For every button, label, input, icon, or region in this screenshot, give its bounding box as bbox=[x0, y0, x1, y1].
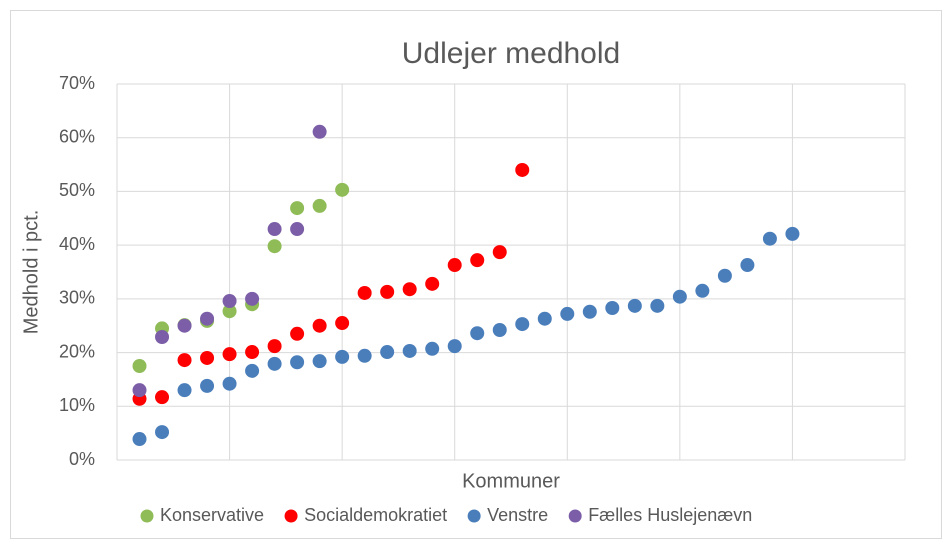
point bbox=[627, 298, 642, 313]
point bbox=[425, 276, 440, 291]
point bbox=[177, 383, 192, 398]
point bbox=[200, 311, 215, 326]
point bbox=[357, 285, 372, 300]
point bbox=[717, 268, 732, 283]
point bbox=[267, 239, 282, 254]
point bbox=[785, 226, 800, 241]
point bbox=[335, 182, 350, 197]
point bbox=[222, 376, 237, 391]
point bbox=[762, 231, 777, 246]
y-tick-label: 30% bbox=[59, 288, 95, 308]
x-axis-title: Kommuner bbox=[462, 470, 560, 492]
point bbox=[312, 198, 327, 213]
legend-label: Venstre bbox=[487, 505, 548, 525]
point bbox=[177, 318, 192, 333]
point bbox=[740, 258, 755, 273]
legend-marker bbox=[467, 509, 481, 523]
legend-marker bbox=[140, 509, 154, 523]
point bbox=[290, 326, 305, 341]
point bbox=[470, 326, 485, 341]
point bbox=[425, 341, 440, 356]
y-tick-label: 0% bbox=[69, 449, 95, 469]
point bbox=[290, 201, 305, 216]
point bbox=[267, 339, 282, 354]
point bbox=[132, 359, 147, 373]
point bbox=[380, 345, 395, 360]
point bbox=[312, 124, 327, 139]
point bbox=[650, 298, 665, 313]
legend-marker bbox=[568, 509, 582, 523]
point bbox=[290, 355, 305, 370]
point bbox=[537, 311, 552, 326]
point bbox=[200, 378, 215, 393]
legend-marker bbox=[284, 509, 298, 523]
point bbox=[312, 318, 327, 333]
point bbox=[380, 284, 395, 299]
chart-border bbox=[10, 10, 942, 539]
point bbox=[222, 304, 237, 319]
point bbox=[245, 291, 260, 306]
point bbox=[200, 350, 215, 365]
legend-label: Konservative bbox=[160, 505, 264, 525]
point bbox=[515, 317, 530, 332]
point bbox=[177, 353, 192, 368]
point bbox=[222, 347, 237, 362]
legend-label: Socialdemokratiet bbox=[304, 505, 447, 525]
point bbox=[672, 289, 687, 304]
point bbox=[560, 306, 575, 321]
point bbox=[245, 363, 260, 378]
point bbox=[155, 329, 170, 344]
chart-title: Udlejer medhold bbox=[402, 37, 620, 70]
point bbox=[402, 343, 417, 358]
y-tick-label: 40% bbox=[59, 234, 95, 254]
point bbox=[492, 245, 507, 260]
point bbox=[155, 425, 170, 440]
point bbox=[312, 354, 327, 369]
legend-label: Fælles Huslejenævn bbox=[588, 505, 752, 525]
point bbox=[402, 282, 417, 297]
point bbox=[492, 323, 507, 338]
y-axis-title: Medhold i pct. bbox=[20, 210, 42, 335]
point bbox=[132, 432, 147, 447]
y-tick-label: 10% bbox=[59, 395, 95, 415]
y-tick-label: 50% bbox=[59, 180, 95, 200]
y-tick-label: 70% bbox=[59, 73, 95, 93]
point bbox=[582, 304, 597, 319]
point bbox=[447, 258, 462, 273]
point bbox=[335, 316, 350, 331]
point bbox=[515, 162, 530, 177]
point bbox=[447, 339, 462, 354]
point bbox=[695, 283, 710, 298]
y-tick-label: 20% bbox=[59, 341, 95, 361]
point bbox=[222, 294, 237, 309]
point bbox=[605, 300, 620, 315]
point bbox=[357, 348, 372, 363]
point bbox=[132, 383, 147, 398]
point bbox=[470, 253, 485, 268]
y-tick-label: 60% bbox=[59, 126, 95, 146]
point bbox=[245, 345, 260, 360]
point bbox=[155, 390, 170, 405]
point bbox=[267, 356, 282, 371]
point bbox=[267, 222, 282, 237]
point bbox=[335, 349, 350, 364]
point bbox=[290, 222, 305, 237]
